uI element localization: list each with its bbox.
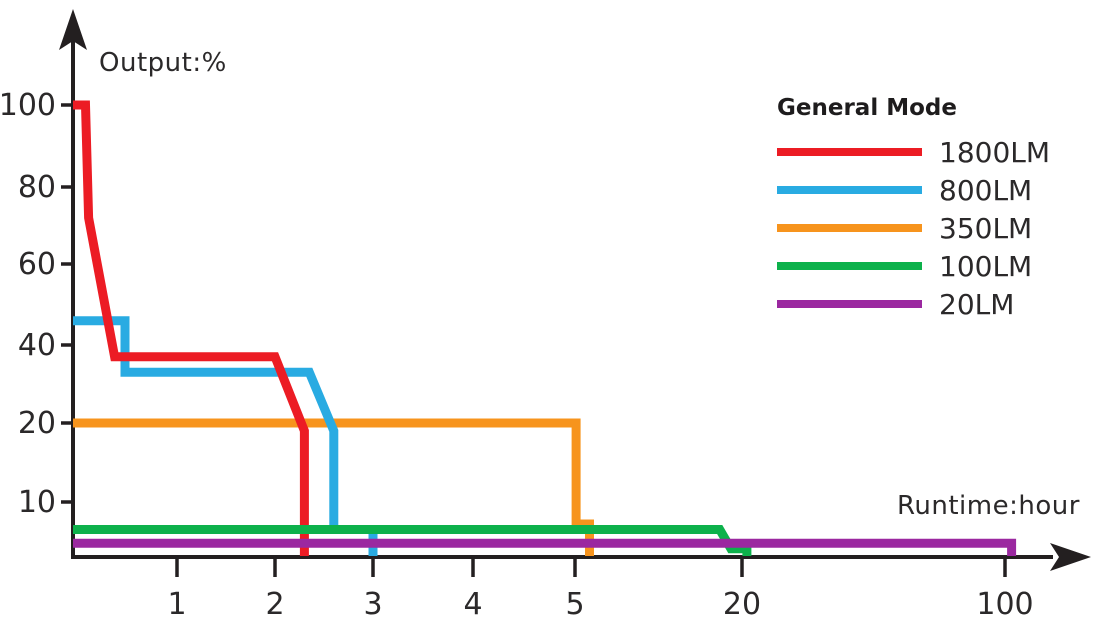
legend-item: 1800LM bbox=[777, 133, 1050, 171]
legend-item-label: 1800LM bbox=[939, 135, 1051, 169]
x-tick-label: 20 bbox=[723, 587, 761, 622]
x-tick-label: 2 bbox=[265, 587, 284, 622]
y-axis-title: Output:% bbox=[99, 48, 227, 78]
legend-item-label: 800LM bbox=[939, 173, 1033, 207]
y-tick-label: 60 bbox=[18, 247, 56, 282]
series-line-100lm bbox=[73, 525, 752, 556]
x-tick-label: 4 bbox=[463, 587, 482, 622]
legend-item-label: 100LM bbox=[939, 249, 1033, 283]
legend-title: General Mode bbox=[777, 95, 957, 121]
y-tick-label: 20 bbox=[18, 406, 56, 441]
legend-item: 20LM bbox=[777, 285, 1050, 323]
legend-item: 100LM bbox=[777, 247, 1050, 285]
y-tick-label: 10 bbox=[18, 485, 56, 520]
legend-item-label: 20LM bbox=[939, 287, 1015, 321]
legend-item-label: 350LM bbox=[939, 211, 1033, 245]
legend-swatch-20lm bbox=[777, 300, 922, 308]
y-tick-label: 40 bbox=[18, 328, 56, 363]
y-tick-label: 100 bbox=[0, 88, 56, 123]
series-line-20lm bbox=[73, 538, 1017, 556]
legend: General Mode 1800LM 800LM 350LM 100LM 20… bbox=[777, 95, 1050, 323]
x-axis-arrow-icon bbox=[1050, 543, 1091, 571]
legend-item: 800LM bbox=[777, 171, 1050, 209]
legend-swatch-800lm bbox=[777, 186, 922, 194]
x-axis-title: Runtime:hour bbox=[897, 491, 1080, 521]
x-tick-label: 1 bbox=[167, 587, 186, 622]
legend-item: 350LM bbox=[777, 209, 1050, 247]
series-line-350lm bbox=[73, 418, 594, 556]
legend-swatch-1800lm bbox=[777, 148, 922, 156]
x-tick-label: 100 bbox=[976, 587, 1033, 622]
series-line-1800lm bbox=[73, 100, 309, 556]
legend-swatch-100lm bbox=[777, 262, 922, 270]
x-tick-label: 3 bbox=[363, 587, 382, 622]
legend-swatch-350lm bbox=[777, 224, 922, 232]
x-tick-label: 5 bbox=[565, 587, 584, 622]
y-tick-label: 80 bbox=[18, 170, 56, 205]
y-axis-arrow-icon bbox=[59, 9, 87, 50]
